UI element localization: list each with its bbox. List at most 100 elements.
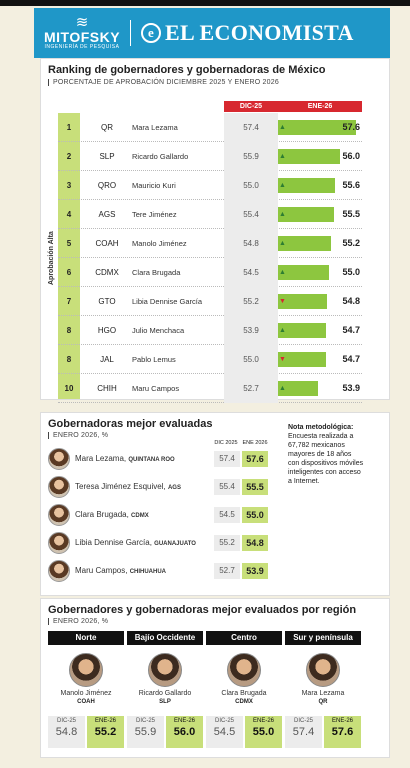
region-state: COAH (77, 699, 95, 705)
evaluada-ene: 55.0 (242, 507, 268, 523)
region-dic-value: 54.8 (55, 726, 78, 738)
avatar (48, 560, 70, 582)
ranking-row: 6 CDMX Clara Brugada 54.5 ▲ 55.0 (58, 258, 362, 287)
governor-photo (306, 653, 340, 687)
evaluada-name: Teresa Jiménez Esquivel, AGS (75, 482, 181, 491)
dic-value: 52.7 (224, 374, 278, 403)
col-ene-header: ENE-26 (278, 101, 362, 112)
governor-photo (69, 653, 103, 687)
region-ene-value: 56.0 (173, 726, 196, 738)
dic-value: 54.5 (224, 258, 278, 287)
region-governor-name: Mara Lezama (301, 690, 345, 697)
region-ene-box: ENE-26 55.2 (87, 716, 124, 748)
ene-value: 55.0 (342, 267, 360, 277)
dic-value: 55.9 (224, 142, 278, 171)
region-ene-value: 55.0 (252, 726, 275, 738)
region-ene-box: ENE-26 56.0 (166, 716, 203, 748)
ene-bar (278, 120, 356, 135)
region-ene-label: ENE-26 (331, 718, 353, 724)
region-dic-value: 55.9 (134, 726, 157, 738)
ranking-row: 8 HGO Julio Menchaca 53.9 ▲ 54.7 (58, 316, 362, 345)
state-code: HGO (97, 326, 117, 335)
governor-name: Mauricio Kuri (132, 181, 176, 190)
approval-band (58, 113, 80, 399)
region-name: Bajío Occidente (127, 631, 203, 645)
ranking-row: 1 QR Mara Lezama 57.4 ▲ 57.6 (58, 113, 362, 142)
rank-number: 7 (66, 297, 72, 306)
evaluada-name: Libia Dennise García, GUANAJUATO (75, 538, 196, 547)
governor-name: Mara Lezama (132, 123, 178, 132)
mitofsky-tagline: INGENIERÍA DE PESQUISA (44, 43, 120, 50)
region-dic-label: DIC-25 (56, 718, 76, 724)
evaluada-dic: 57.4 (214, 451, 240, 467)
ranking-row: 4 AGS Tere Jiménez 55.4 ▲ 55.5 (58, 200, 362, 229)
ranking-table: 1 QR Mara Lezama 57.4 ▲ 57.6 2 SLP Ricardo Galla… (58, 113, 362, 403)
ene-value: 57.6 (342, 122, 360, 132)
trend-up-icon: ▲ (279, 240, 286, 247)
ene-bar (278, 352, 327, 367)
region-card: Sur y península Mara Lezama QR DIC-25 57.4 EN… (285, 631, 361, 749)
evaluada-ene: 54.8 (242, 535, 268, 551)
ene-value: 55.5 (342, 209, 360, 219)
ene-bar (278, 294, 328, 309)
region-ene-label: ENE-26 (252, 718, 274, 724)
dic-value: 55.0 (224, 171, 278, 200)
nota-text: Encuesta realizada a 67,782 mexicanos ma… (288, 433, 364, 485)
region-subtitle: ENERO 2026, % (48, 618, 108, 625)
rank-number: 6 (66, 268, 72, 277)
region-dic-value: 54.5 (213, 726, 236, 738)
ene-value: 55.6 (342, 180, 360, 190)
state-code: CDMX (95, 268, 119, 277)
avatar (48, 448, 70, 470)
region-dic-box: DIC-25 55.9 (127, 716, 164, 748)
region-ene-label: ENE-26 (173, 718, 195, 724)
state-code: GTO (98, 297, 116, 306)
col-dic-header: DIC-25 (224, 101, 278, 112)
trend-up-icon: ▲ (279, 269, 286, 276)
evaluada-dic: 55.2 (214, 535, 240, 551)
brand-header: ≋ MITOFSKY INGENIERÍA DE PESQUISA e EL E… (34, 8, 390, 58)
region-dic-box: DIC-25 57.4 (285, 716, 322, 748)
region-card: Norte Manolo Jiménez COAH DIC-25 54.8 ENE-26 5… (48, 631, 124, 749)
region-title: Gobernadores y gobernadoras mejor evalua… (48, 604, 357, 616)
region-governor-name: Ricardo Gallardo (138, 690, 192, 697)
trend-down-icon: ▼ (279, 356, 286, 363)
bird-icon: ≋ (75, 13, 89, 31)
region-state: CDMX (235, 699, 253, 705)
dic-value: 53.9 (224, 316, 278, 345)
state-code: COAH (95, 239, 119, 248)
trend-up-icon: ▲ (279, 182, 286, 189)
region-ene-label: ENE-26 (94, 718, 116, 724)
ranking-row: 7 GTO Libia Dennise García 55.2 ▼ 54.8 (58, 287, 362, 316)
ranking-subtitle: PORCENTAJE DE APROBACIÓN DICIEMBRE 2025 … (48, 79, 279, 86)
governor-name: Tere Jiménez (132, 210, 177, 219)
rank-number: 10 (64, 384, 74, 393)
nota-title: Nota metodológica: (288, 424, 354, 431)
region-state: QR (318, 699, 328, 705)
state-code: SLP (99, 152, 115, 161)
trend-down-icon: ▼ (279, 298, 286, 305)
region-dic-box: DIC-25 54.8 (48, 716, 85, 748)
evaluada-row: Clara Brugada, CDMX 54.5 55.0 (48, 504, 270, 528)
mitofsky-logo: ≋ MITOFSKY INGENIERÍA DE PESQUISA (44, 13, 120, 51)
rank-number: 2 (66, 152, 72, 161)
ene-bar (278, 149, 340, 164)
ene-value: 56.0 (342, 151, 360, 161)
governor-photo (148, 653, 182, 687)
ene-value: 53.9 (342, 383, 360, 393)
governor-name: Julio Menchaca (132, 326, 185, 335)
rank-number: 1 (66, 123, 72, 132)
ene-value: 55.2 (342, 238, 360, 248)
evaluada-dic: 54.5 (214, 507, 240, 523)
region-ene-box: ENE-26 55.0 (245, 716, 282, 748)
region-dic-label: DIC-25 (293, 718, 313, 724)
region-name: Sur y península (285, 631, 361, 645)
dic-value: 55.4 (224, 200, 278, 229)
evaluada-state: CHIHUAHUA (129, 569, 167, 575)
governor-name: Pablo Lemus (132, 355, 176, 364)
evaluada-name: Clara Brugada, CDMX (75, 510, 149, 519)
avatar (48, 504, 70, 526)
region-ene-box: ENE-26 57.6 (324, 716, 361, 748)
evaluada-name: Mara Lezama, QUINTANA ROO (75, 454, 175, 463)
governor-name: Manolo Jiménez (132, 239, 187, 248)
